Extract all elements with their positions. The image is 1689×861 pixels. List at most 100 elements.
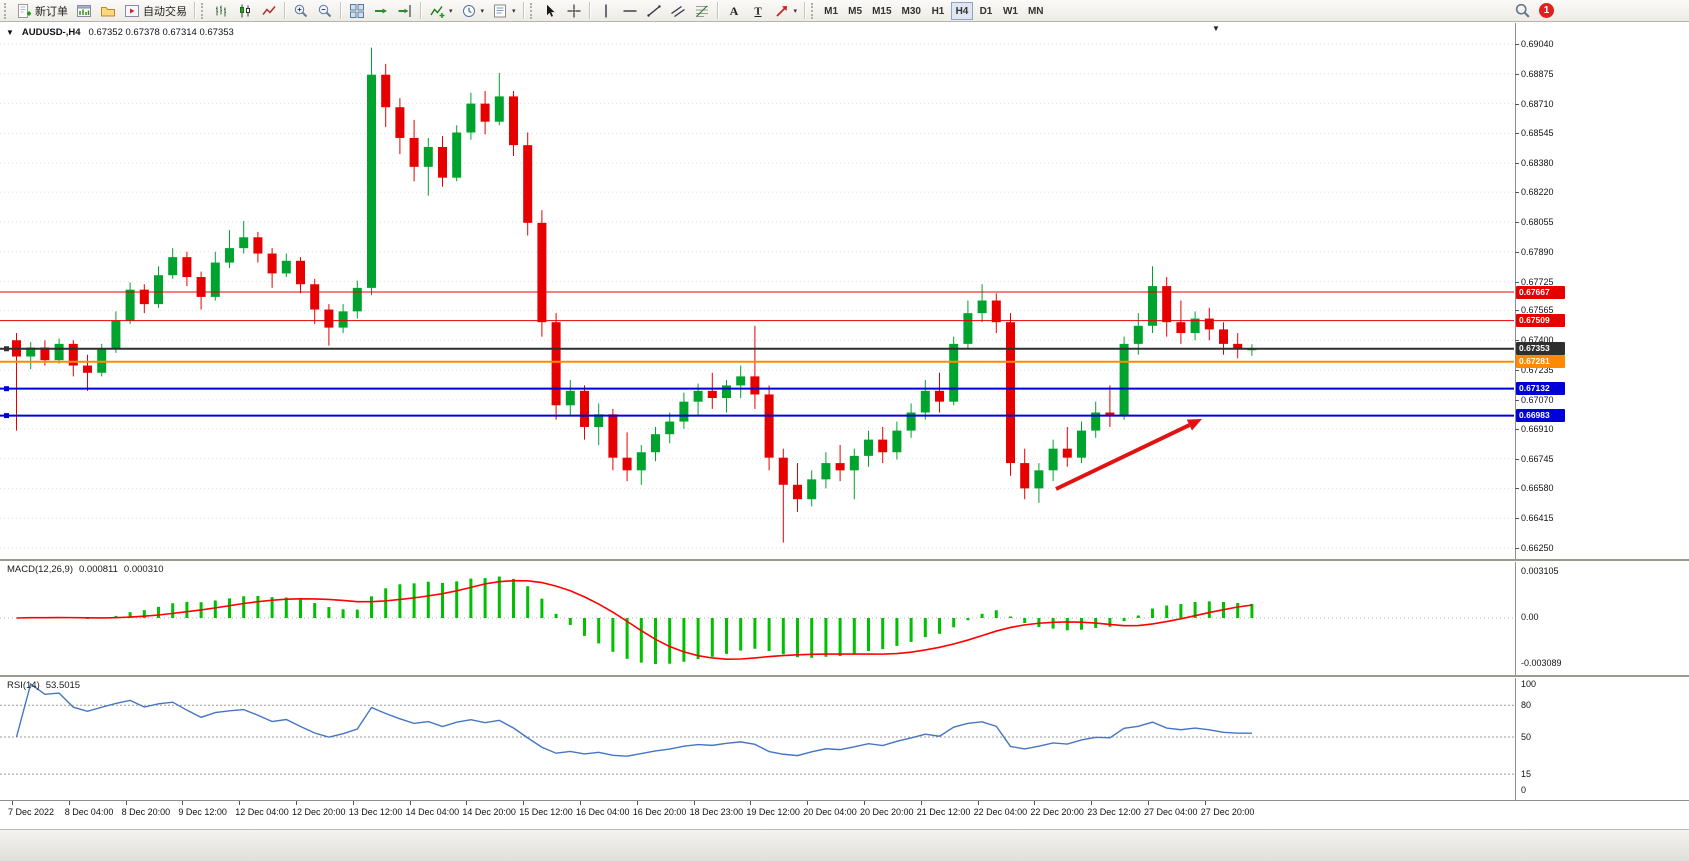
timeframe-button-m30[interactable]: M30	[898, 2, 925, 20]
new-chart-button[interactable]	[72, 1, 96, 21]
timeframe-button-h1[interactable]: H1	[927, 2, 949, 20]
time-axis-tick	[977, 801, 979, 805]
candle	[324, 304, 334, 346]
macd-axis-label: 0.00	[1521, 612, 1539, 622]
toolbar-grip[interactable]	[811, 2, 817, 19]
candle	[1204, 307, 1214, 341]
time-axis-label: 27 Dec 20:00	[1200, 807, 1255, 817]
periods-button[interactable]: ▾	[457, 1, 489, 21]
candle	[636, 445, 646, 485]
candle	[707, 372, 717, 409]
time-axis-tick	[523, 801, 525, 805]
time-axis-tick	[750, 801, 752, 805]
candle	[1048, 439, 1058, 482]
time-axis-label: 12 Dec 20:00	[292, 807, 346, 817]
horizontal-line-icon	[623, 9, 637, 12]
indicators-button[interactable]: ▾	[425, 1, 457, 21]
line-handle[interactable]	[4, 346, 9, 352]
text-icon: A	[729, 4, 738, 18]
auto-scroll-button[interactable]	[369, 1, 393, 21]
rsi-axis-label: 80	[1521, 700, 1532, 711]
time-axis-tick	[807, 801, 809, 805]
template-icon	[494, 4, 507, 17]
profiles-button[interactable]	[96, 1, 120, 21]
horizontal-line-button[interactable]	[618, 1, 642, 21]
candle	[509, 90, 518, 156]
timeframe-button-w1[interactable]: W1	[999, 2, 1022, 20]
price-axis-label: 0.68875	[1521, 68, 1554, 79]
candle	[835, 445, 845, 482]
timeframe-button-m15[interactable]: M15	[868, 2, 895, 20]
time-axis-tick	[693, 801, 695, 805]
macd-panel[interactable]	[0, 562, 1514, 675]
panel-separator[interactable]	[0, 559, 1689, 562]
candle	[565, 380, 575, 417]
text-label-button[interactable]: T	[746, 1, 770, 21]
rsi-panel[interactable]	[0, 678, 1514, 800]
toolbar-grip[interactable]	[4, 2, 10, 19]
crosshair-button[interactable]	[562, 1, 586, 21]
vertical-line-icon	[604, 4, 607, 17]
timeframe-button-d1[interactable]: D1	[975, 2, 997, 20]
price-axis-label: 0.67070	[1521, 394, 1554, 405]
trend-arrow-head[interactable]	[1186, 419, 1202, 431]
new-chart-icon	[77, 4, 91, 17]
one-click-trading-toggle[interactable]: ▼	[6, 28, 14, 37]
text-button[interactable]: A	[722, 1, 746, 21]
chart-shift-button[interactable]	[393, 1, 417, 21]
candle	[26, 342, 36, 370]
time-axis-label: 16 Dec 04:00	[576, 807, 630, 817]
candle	[935, 372, 944, 413]
candle	[523, 132, 533, 236]
time-axis-label: 15 Dec 12:00	[519, 807, 573, 817]
price-axis-label: 0.68380	[1521, 158, 1554, 169]
trend-arrow[interactable]	[1055, 423, 1191, 491]
candle	[281, 253, 291, 278]
candle	[778, 448, 788, 543]
auto-trading-button[interactable]: 自动交易	[120, 1, 191, 21]
timeframe-button-m5[interactable]: M5	[844, 2, 866, 20]
time-axis-label: 21 Dec 12:00	[916, 807, 971, 817]
arrows-tool-button[interactable]: ▾	[770, 1, 802, 21]
timeframe-button-m1[interactable]: M1	[820, 2, 842, 20]
new-order-button[interactable]: 新订单	[12, 1, 72, 21]
timeframe-button-h4[interactable]: H4	[950, 2, 973, 21]
zoom-in-button[interactable]	[289, 1, 313, 21]
cursor-button[interactable]	[538, 1, 562, 21]
price-tag-0.67667: 0.67667	[1516, 285, 1565, 299]
chart-shift-marker[interactable]: ▼	[1212, 24, 1220, 33]
candlestick-button[interactable]	[233, 1, 257, 21]
time-axis-label: 23 Dec 12:00	[1087, 807, 1141, 817]
zoom-out-button[interactable]	[313, 1, 337, 21]
time-axis-label: 22 Dec 04:00	[973, 807, 1028, 817]
notification-badge[interactable]: 1	[1539, 3, 1554, 18]
toolbar-grip[interactable]	[201, 2, 207, 19]
candle	[1091, 401, 1101, 438]
line-chart-button[interactable]	[257, 1, 281, 21]
fibonacci-icon	[695, 5, 708, 17]
candle	[864, 430, 873, 467]
line-handle[interactable]	[4, 386, 9, 392]
price-chart[interactable]	[0, 23, 1514, 560]
panel-separator[interactable]	[0, 675, 1689, 678]
toolbar-grip[interactable]	[529, 2, 536, 19]
vertical-line-button[interactable]	[594, 1, 618, 21]
fibonacci-button[interactable]	[690, 1, 714, 21]
candle	[892, 421, 902, 460]
chart-shift-icon	[398, 4, 411, 17]
toolbar-separator	[284, 2, 286, 19]
bar-chart-button[interactable]	[209, 1, 233, 21]
candle	[367, 47, 376, 296]
templates-button[interactable]: ▾	[488, 1, 520, 21]
price-axis-label: 0.69040	[1521, 39, 1554, 49]
trendline-button[interactable]	[642, 1, 666, 21]
line-handle[interactable]	[4, 413, 9, 419]
time-axis-tick	[182, 801, 184, 805]
timeframe-button-mn[interactable]: MN	[1024, 2, 1048, 20]
candle	[168, 248, 178, 279]
tile-windows-button[interactable]	[345, 1, 369, 21]
toolbar-separator	[420, 2, 422, 19]
search-icon[interactable]	[1514, 2, 1531, 19]
channel-button[interactable]	[666, 1, 690, 21]
time-axis[interactable]: 7 Dec 2022 8 Dec 04:00 8 Dec 20:00 9 Dec 12…	[0, 800, 1689, 829]
